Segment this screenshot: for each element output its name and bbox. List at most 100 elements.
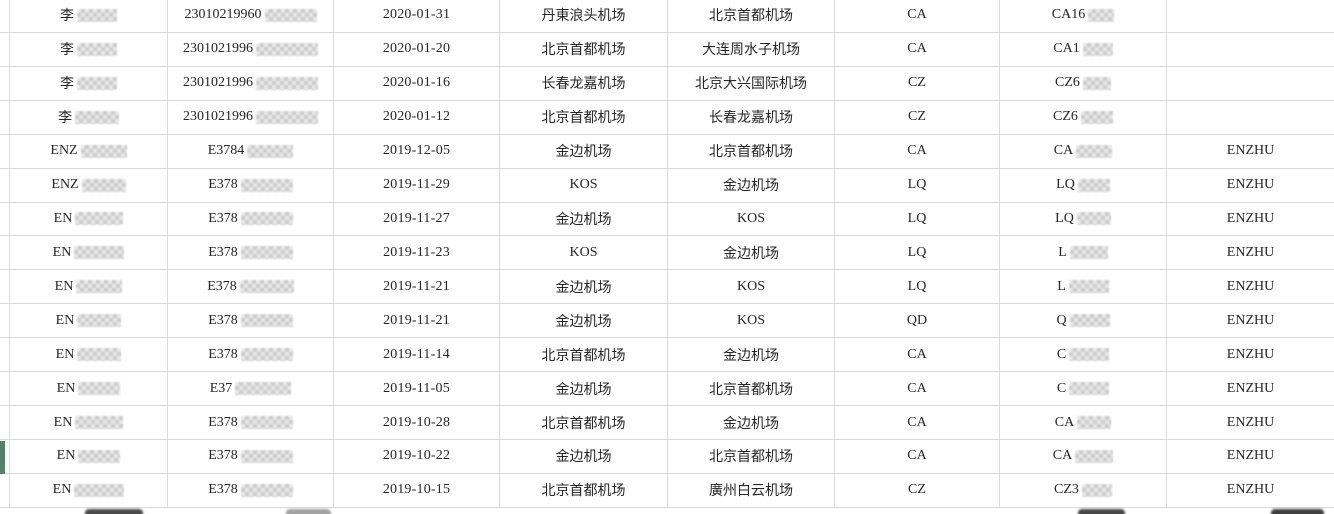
cell-passenger-name[interactable]: ENZ [10, 168, 168, 202]
cell-flight-date[interactable]: 2019-12-05 [334, 134, 500, 168]
cell-flight-number[interactable]: Q [1000, 304, 1167, 338]
cell-passenger-tag[interactable]: ENZHU [1167, 304, 1334, 337]
cell-flight-number[interactable]: CA1 [1000, 32, 1167, 66]
cell-carrier-code[interactable]: CZ [835, 66, 1000, 100]
cell-carrier-code[interactable]: CA [835, 406, 1000, 439]
cell-flight-date[interactable]: 2020-01-16 [334, 66, 500, 100]
cell-flight-number[interactable]: CZ3 [1000, 473, 1167, 507]
cell-flight-number[interactable]: L [1000, 236, 1167, 270]
cell-passenger-tag[interactable]: ENZHU [1167, 270, 1334, 303]
cell-flight-number[interactable]: C [1000, 372, 1167, 406]
cell-id-number[interactable]: E378 [168, 439, 334, 473]
cell-passenger-tag[interactable]: ENZHU [1167, 474, 1334, 507]
cell-carrier-code[interactable]: LQ [835, 270, 1000, 304]
cell-id-number[interactable]: 23010219960 [168, 0, 334, 32]
cell-flight-date[interactable]: 2019-11-05 [334, 372, 500, 406]
cell-carrier-code[interactable]: CZ [835, 473, 1000, 507]
cell-id-number[interactable]: E37 [168, 372, 334, 406]
cell-id-number[interactable]: 2301021996 [168, 66, 334, 100]
cell-flight-number[interactable]: CA [1000, 134, 1167, 168]
cell-arrival-airport[interactable]: 北京首都机场 [668, 439, 835, 473]
cell-passenger-name[interactable]: 李 [10, 32, 168, 66]
cell-departure-airport[interactable]: KOS [500, 168, 668, 202]
cell-id-number[interactable]: 2301021996 [168, 32, 334, 66]
cell-id-number[interactable]: E378 [168, 406, 334, 439]
cell-id-number[interactable]: E378 [168, 473, 334, 507]
cell-departure-airport[interactable]: 长春龙嘉机场 [500, 66, 668, 100]
cell-passenger-name[interactable]: EN [10, 473, 168, 507]
cell-flight-number[interactable]: CA [1000, 439, 1167, 473]
cell-departure-airport[interactable]: 北京首都机场 [500, 100, 668, 134]
cell-passenger-name[interactable]: EN [10, 406, 168, 439]
cell-flight-date[interactable]: 2019-11-21 [334, 270, 500, 304]
cell-flight-date[interactable]: 2019-10-28 [334, 406, 500, 439]
cell-passenger-name[interactable]: 李 [10, 100, 168, 134]
cell-arrival-airport[interactable]: 北京首都机场 [668, 372, 835, 406]
cell-flight-date[interactable]: 2019-11-21 [334, 304, 500, 338]
cell-flight-number[interactable]: C [1000, 338, 1167, 372]
cell-passenger-tag[interactable]: ENZHU [1167, 406, 1334, 439]
cell-carrier-code[interactable]: LQ [835, 168, 1000, 202]
cell-arrival-airport[interactable]: KOS [668, 270, 835, 304]
cell-passenger-tag[interactable] [1167, 33, 1334, 66]
cell-departure-airport[interactable]: 丹東浪头机场 [500, 0, 668, 32]
cell-flight-date[interactable]: 2019-10-22 [334, 439, 500, 473]
cell-carrier-code[interactable]: CA [835, 372, 1000, 406]
cell-carrier-code[interactable]: CA [835, 134, 1000, 168]
cell-arrival-airport[interactable]: 北京首都机场 [668, 134, 835, 168]
cell-flight-number[interactable]: CA [1000, 406, 1167, 439]
cell-departure-airport[interactable]: 北京首都机场 [500, 32, 668, 66]
cell-departure-airport[interactable]: 北京首都机场 [500, 338, 668, 372]
cell-passenger-name[interactable]: EN [10, 270, 168, 304]
cell-carrier-code[interactable]: QD [835, 304, 1000, 338]
cell-flight-date[interactable]: 2019-11-14 [334, 338, 500, 372]
cell-departure-airport[interactable]: 北京首都机场 [500, 406, 668, 439]
cell-carrier-code[interactable]: LQ [835, 236, 1000, 270]
cell-arrival-airport[interactable]: 金边机场 [668, 406, 835, 439]
cell-flight-date[interactable]: 2020-01-31 [334, 0, 500, 32]
cell-id-number[interactable]: 2301021996 [168, 100, 334, 134]
cell-flight-number[interactable]: LQ [1000, 202, 1167, 236]
cell-flight-date[interactable]: 2020-01-20 [334, 32, 500, 66]
cell-flight-number[interactable]: LQ [1000, 168, 1167, 202]
cell-flight-number[interactable]: CZ6 [1000, 100, 1167, 134]
cell-arrival-airport[interactable]: 大连周水子机场 [668, 32, 835, 66]
cell-id-number[interactable]: E378 [168, 236, 334, 270]
cell-passenger-name[interactable]: EN [10, 338, 168, 372]
cell-arrival-airport[interactable]: KOS [668, 202, 835, 236]
cell-carrier-code[interactable]: CA [835, 439, 1000, 473]
cell-flight-date[interactable]: 2019-10-15 [334, 473, 500, 507]
cell-arrival-airport[interactable]: 长春龙嘉机场 [668, 100, 835, 134]
cell-passenger-tag[interactable]: ENZHU [1167, 236, 1334, 269]
cell-carrier-code[interactable]: CA [835, 0, 1000, 32]
cell-departure-airport[interactable]: 金边机场 [500, 439, 668, 473]
cell-passenger-name[interactable]: EN [10, 372, 168, 406]
cell-arrival-airport[interactable]: KOS [668, 304, 835, 338]
cell-carrier-code[interactable]: CZ [835, 100, 1000, 134]
cell-passenger-tag[interactable] [1167, 0, 1334, 32]
cell-departure-airport[interactable]: 北京首都机场 [500, 473, 668, 507]
cell-arrival-airport[interactable]: 北京大兴国际机场 [668, 66, 835, 100]
cell-arrival-airport[interactable]: 金边机场 [668, 236, 835, 270]
cell-departure-airport[interactable]: KOS [500, 236, 668, 270]
cell-departure-airport[interactable]: 金边机场 [500, 202, 668, 236]
cell-passenger-name[interactable]: 李 [10, 66, 168, 100]
cell-flight-date[interactable]: 2019-11-23 [334, 236, 500, 270]
cell-passenger-name[interactable]: ENZ [10, 134, 168, 168]
cell-flight-date[interactable]: 2019-11-29 [334, 168, 500, 202]
cell-passenger-name[interactable]: 李 [10, 0, 168, 32]
cell-passenger-tag[interactable]: ENZHU [1167, 338, 1334, 371]
cell-flight-number[interactable]: L [1000, 270, 1167, 304]
cell-passenger-tag[interactable]: ENZHU [1167, 440, 1334, 473]
cell-passenger-name[interactable]: EN [10, 202, 168, 236]
cell-passenger-tag[interactable]: ENZHU [1167, 135, 1334, 168]
cell-departure-airport[interactable]: 金边机场 [500, 304, 668, 338]
cell-flight-date[interactable]: 2019-11-27 [334, 202, 500, 236]
cell-passenger-tag[interactable]: ENZHU [1167, 169, 1334, 202]
cell-id-number[interactable]: E378 [168, 304, 334, 338]
cell-flight-date[interactable]: 2020-01-12 [334, 100, 500, 134]
cell-arrival-airport[interactable]: 金边机场 [668, 168, 835, 202]
cell-passenger-name[interactable]: EN [10, 304, 168, 338]
cell-id-number[interactable]: E3784 [168, 134, 334, 168]
cell-passenger-tag[interactable] [1167, 101, 1334, 134]
